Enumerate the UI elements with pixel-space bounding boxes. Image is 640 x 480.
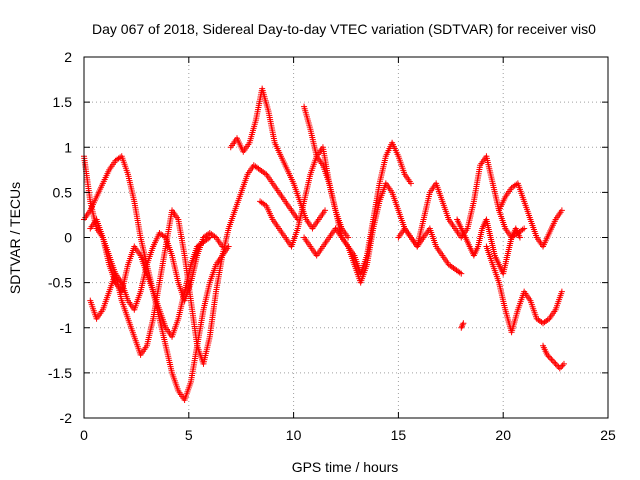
data-point <box>551 359 558 366</box>
data-point <box>206 234 213 241</box>
data-points-layer <box>81 85 567 403</box>
chart-title: Day 067 of 2018, Sidereal Day-to-day VTE… <box>92 21 596 37</box>
x-tick-labels: 0 5 10 15 20 25 <box>80 427 616 443</box>
y-tick-label: -1 <box>60 320 73 336</box>
y-tick-labels: -2 -1.5 -1 -0.5 0 0.5 1 1.5 2 <box>48 49 72 426</box>
x-axis-label: GPS time / hours <box>292 459 399 475</box>
y-tick-label: -0.5 <box>48 275 72 291</box>
data-point <box>407 180 414 187</box>
y-tick-label: 1.5 <box>53 94 73 110</box>
y-tick-label: 0.5 <box>53 184 73 200</box>
x-tick-label: 0 <box>80 427 88 443</box>
series-track-b <box>81 153 232 403</box>
series-track-d <box>87 216 213 340</box>
y-tick-label: 1 <box>64 139 72 155</box>
data-point <box>345 234 352 241</box>
data-point <box>547 354 554 361</box>
data-point <box>459 321 466 328</box>
series-track-a <box>81 153 301 367</box>
ticks-layer <box>83 56 609 419</box>
data-point <box>458 323 465 330</box>
series-track-i <box>395 153 528 250</box>
x-tick-label: 25 <box>600 427 616 443</box>
data-point <box>552 360 559 367</box>
series-track-l <box>540 342 567 372</box>
x-tick-label: 10 <box>286 427 302 443</box>
data-point <box>219 243 226 250</box>
data-point <box>558 288 565 295</box>
series-track-j <box>496 180 565 250</box>
data-point <box>553 362 560 369</box>
data-point <box>559 362 566 369</box>
series-track-m <box>458 320 467 331</box>
x-tick-label: 5 <box>185 427 193 443</box>
series-track-g <box>301 103 414 277</box>
data-point <box>460 320 467 327</box>
x-tick-label: 15 <box>391 427 407 443</box>
data-point <box>556 365 563 372</box>
data-point <box>225 243 232 250</box>
data-point <box>521 225 528 232</box>
x-tick-label: 20 <box>495 427 511 443</box>
data-point <box>560 360 567 367</box>
data-point <box>516 234 523 241</box>
y-tick-label: 0 <box>64 230 72 246</box>
data-point <box>558 363 565 370</box>
data-point <box>322 207 329 214</box>
data-point <box>558 207 565 214</box>
y-tick-label: -2 <box>60 410 73 426</box>
y-tick-label: -1.5 <box>48 365 72 381</box>
data-point <box>548 356 555 363</box>
y-tick-label: 2 <box>64 49 72 65</box>
series-track-n <box>454 216 523 277</box>
data-point <box>549 357 556 364</box>
data-point <box>458 270 465 277</box>
series-track-k <box>483 243 565 336</box>
y-axis-label: SDTVAR / TECUs <box>7 182 23 294</box>
